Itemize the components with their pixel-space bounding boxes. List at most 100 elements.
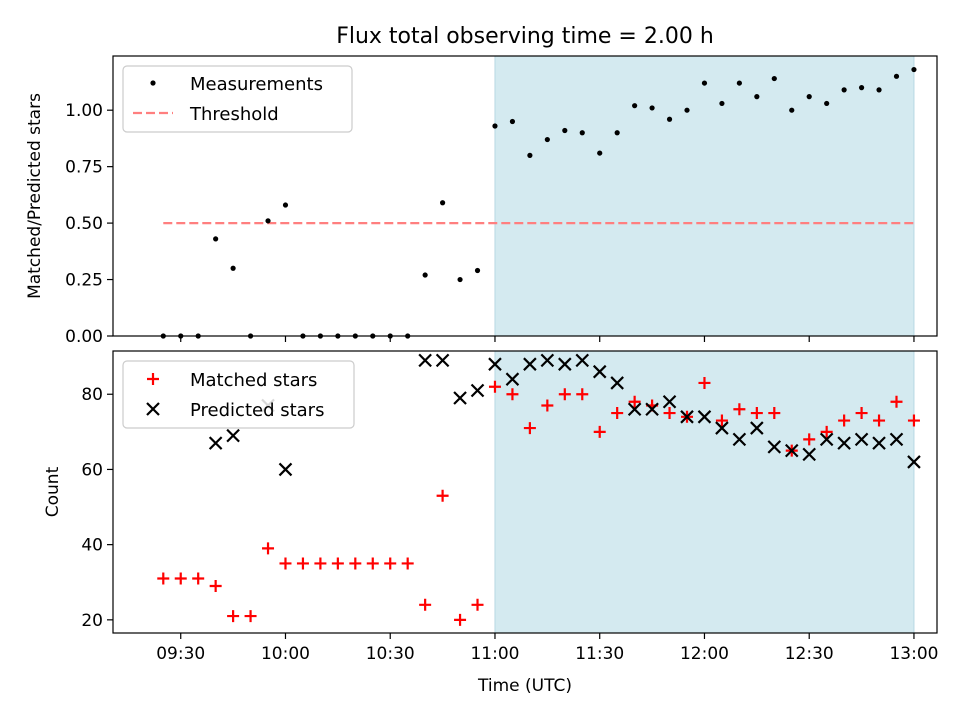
matched-stars-point <box>803 433 816 446</box>
matched-stars-point <box>401 557 414 570</box>
top-x-ticks <box>180 336 915 342</box>
measurement-point <box>684 107 690 113</box>
top-legend-box <box>122 65 353 133</box>
y-tick-label: 0.75 <box>65 158 103 178</box>
matched-stars-point <box>209 580 222 592</box>
chart-title: Flux total observing time = 2.00 h <box>336 24 714 49</box>
x-tick-label: 10:30 <box>366 644 415 664</box>
x-tick-label: 12:00 <box>680 644 729 664</box>
legend-threshold-label: Threshold <box>189 104 279 125</box>
matched-stars-point <box>838 414 851 427</box>
legend-matched-stars-marker <box>147 373 159 385</box>
measurement-point <box>544 136 550 143</box>
y-tick-label: 20 <box>81 611 103 631</box>
bottom-highlight-span <box>494 350 915 634</box>
matched-stars-point <box>663 407 676 420</box>
matched-stars-point <box>907 414 920 427</box>
measurement-point <box>789 107 795 113</box>
y-tick-label: 1.00 <box>65 101 103 121</box>
measurement-point <box>230 265 236 271</box>
measurement-point <box>754 94 760 100</box>
x-tick-label: 09:30 <box>156 644 205 664</box>
predicted-stars-point <box>750 421 764 435</box>
top-plot-frame <box>112 55 938 337</box>
predicted-stars-point <box>907 455 921 469</box>
bottom-legend: Matched stars Predicted stars <box>122 360 355 429</box>
matched-stars-point <box>593 425 606 438</box>
predicted-stars-point <box>435 353 450 368</box>
bottom-legend-box <box>122 360 355 429</box>
matched-stars-point <box>558 388 571 401</box>
measurement-point <box>579 130 585 136</box>
measurement-point <box>719 100 725 107</box>
bottom-y-ticks: 20 40 60 80 <box>81 385 113 631</box>
matched-stars-point <box>244 610 257 623</box>
x-tick-label: 12:30 <box>785 644 834 664</box>
y-tick-label: 0.50 <box>65 214 103 234</box>
top-legend: Measurements Threshold <box>122 65 353 133</box>
bottom-plot-frame <box>112 350 938 634</box>
matched-stars-point <box>471 598 484 611</box>
measurement-point <box>666 116 673 122</box>
predicted-stars-point <box>715 421 729 435</box>
matched-stars-point <box>506 388 519 401</box>
matched-stars-point <box>890 395 903 408</box>
matched-stars-point <box>314 557 327 570</box>
predicted-stars-point <box>645 402 659 417</box>
bottom-panel: 09:30 10:00 10:30 11:00 11:30 12:00 12:30 13:00… <box>43 350 938 664</box>
matched-stars-point <box>488 380 501 393</box>
predicted-stars-point <box>697 410 712 424</box>
matched-stars-point <box>366 557 379 570</box>
matched-stars-point <box>855 407 868 420</box>
matched-stars-point <box>436 489 449 502</box>
predicted-stars-point <box>889 432 904 447</box>
predicted-stars-point <box>558 357 572 371</box>
measurement-point <box>614 130 620 136</box>
x-tick-label: 11:00 <box>470 644 519 664</box>
measurement-point <box>893 73 900 79</box>
predicted-stars-point <box>505 372 520 386</box>
measurement-point <box>911 66 917 73</box>
measurement-point <box>597 150 603 156</box>
predicted-stars-point <box>453 391 467 405</box>
predicted-stars-point <box>488 357 502 371</box>
top-highlight-span <box>494 55 915 337</box>
predicted-stars-point <box>784 443 799 458</box>
matched-stars-point <box>174 572 187 585</box>
measurement-point <box>876 87 882 93</box>
x-tick-label: 10:00 <box>261 644 310 664</box>
measurement-point <box>474 267 481 274</box>
matched-stars-point <box>384 557 397 570</box>
predicted-stars-point <box>627 402 642 417</box>
predicted-stars-point <box>470 383 485 398</box>
predicted-stars-point <box>278 462 293 477</box>
predicted-stars-point <box>802 447 816 462</box>
predicted-stars-point <box>418 353 432 368</box>
y-tick-label: 40 <box>81 536 103 556</box>
matched-stars-point <box>523 422 536 435</box>
matched-stars-point <box>192 572 205 585</box>
measurement-point <box>649 105 655 111</box>
top-y-ticks: 0.00 0.25 0.50 0.75 1.00 <box>65 101 113 347</box>
legend-predicted-stars-label: Predicted stars <box>190 400 324 421</box>
matched-stars-point <box>628 395 641 408</box>
measurement-point <box>422 272 428 278</box>
matched-stars-point <box>279 557 292 570</box>
top-panel: 0.00 0.25 0.50 0.75 1.00 Matched/Predicted s… <box>25 55 938 347</box>
measurement-point <box>736 80 742 86</box>
y-tick-label: 80 <box>81 385 103 405</box>
matched-stars-point <box>227 610 240 623</box>
measurement-point <box>858 85 865 91</box>
matched-stars-point <box>611 407 624 420</box>
legend-measurements-label: Measurements <box>190 74 323 95</box>
matched-stars-point <box>576 388 589 401</box>
measurement-point <box>492 123 498 129</box>
legend-predicted-stars-marker <box>146 402 160 416</box>
legend-measurements-marker <box>150 80 156 86</box>
bottom-x-ticks: 09:30 10:00 10:30 11:00 11:30 12:00 12:30 13:00 <box>156 633 938 664</box>
predicted-stars-point <box>732 432 747 447</box>
predicted-stars-point <box>680 410 694 424</box>
measurement-point <box>771 75 777 82</box>
predicted-stars-point <box>575 353 590 368</box>
predicted-stars-point <box>837 436 851 450</box>
